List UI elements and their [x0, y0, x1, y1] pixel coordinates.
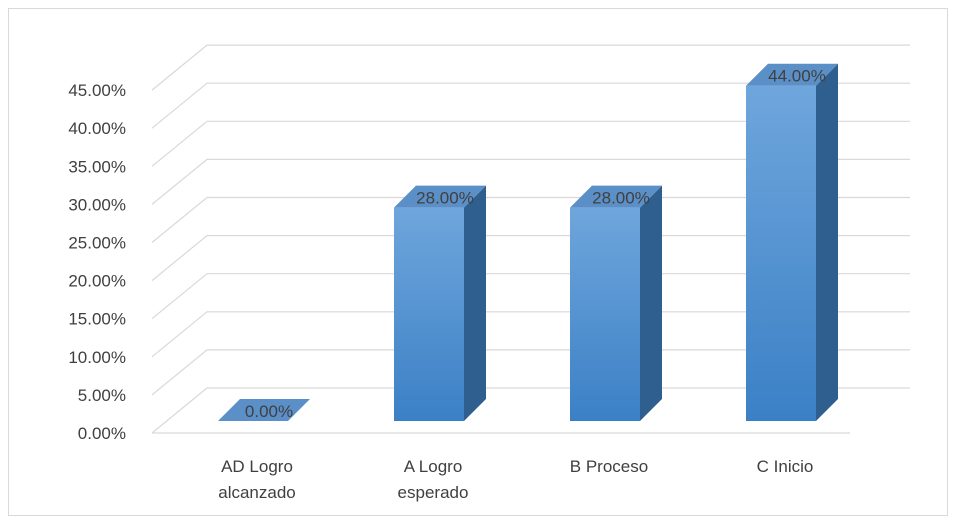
bar — [218, 399, 310, 421]
y-tick-label: 10.00% — [68, 348, 126, 367]
gridline — [151, 387, 910, 434]
data-label: 28.00% — [416, 189, 474, 208]
gridline — [151, 44, 910, 91]
gridline — [151, 82, 910, 129]
category-label: B Proceso — [570, 457, 648, 476]
y-tick-label: 45.00% — [68, 81, 126, 100]
gridline — [151, 120, 910, 167]
gridlines — [151, 44, 910, 434]
bar-top — [394, 185, 486, 208]
bar — [746, 63, 838, 421]
bar-side — [640, 185, 662, 421]
bar-top — [570, 185, 662, 208]
bar-top — [218, 399, 310, 421]
gridline — [151, 158, 910, 205]
bar-side — [816, 63, 838, 421]
x-axis-categories: AD Logro alcanzado A Logro esperado B Proces… — [218, 457, 813, 502]
bars — [218, 63, 838, 421]
gridline — [151, 311, 910, 358]
y-tick-label: 5.00% — [78, 386, 126, 405]
bar-front — [746, 85, 816, 421]
category-label: AD Logro — [221, 457, 293, 476]
y-tick-label: 35.00% — [68, 157, 126, 176]
gridline — [151, 273, 910, 320]
y-tick-label: 30.00% — [68, 195, 126, 214]
gridline — [151, 349, 910, 396]
data-labels: 0.00% 28.00% 28.00% 44.00% — [245, 67, 826, 421]
y-tick-label: 15.00% — [68, 310, 126, 329]
bar-side — [464, 185, 486, 421]
data-label: 0.00% — [245, 402, 293, 421]
y-tick-label: 20.00% — [68, 272, 126, 291]
gridline — [151, 235, 910, 282]
y-axis-ticks: 0.00% 5.00% 10.00% 15.00% 20.00% 25.00% 30.00%… — [68, 81, 126, 443]
y-tick-label: 0.00% — [78, 424, 126, 443]
data-label: 28.00% — [592, 189, 650, 208]
data-label: 44.00% — [768, 67, 826, 86]
y-tick-label: 25.00% — [68, 234, 126, 253]
category-label: alcanzado — [218, 483, 296, 502]
category-label: A Logro — [404, 457, 463, 476]
category-label: C Inicio — [757, 457, 814, 476]
y-tick-label: 40.00% — [68, 119, 126, 138]
bar — [394, 185, 486, 421]
bar-front — [394, 207, 464, 421]
bar — [570, 185, 662, 421]
bar-top — [746, 63, 838, 86]
gridline — [151, 196, 910, 243]
category-label: esperado — [398, 483, 469, 502]
bar-front — [570, 207, 640, 421]
